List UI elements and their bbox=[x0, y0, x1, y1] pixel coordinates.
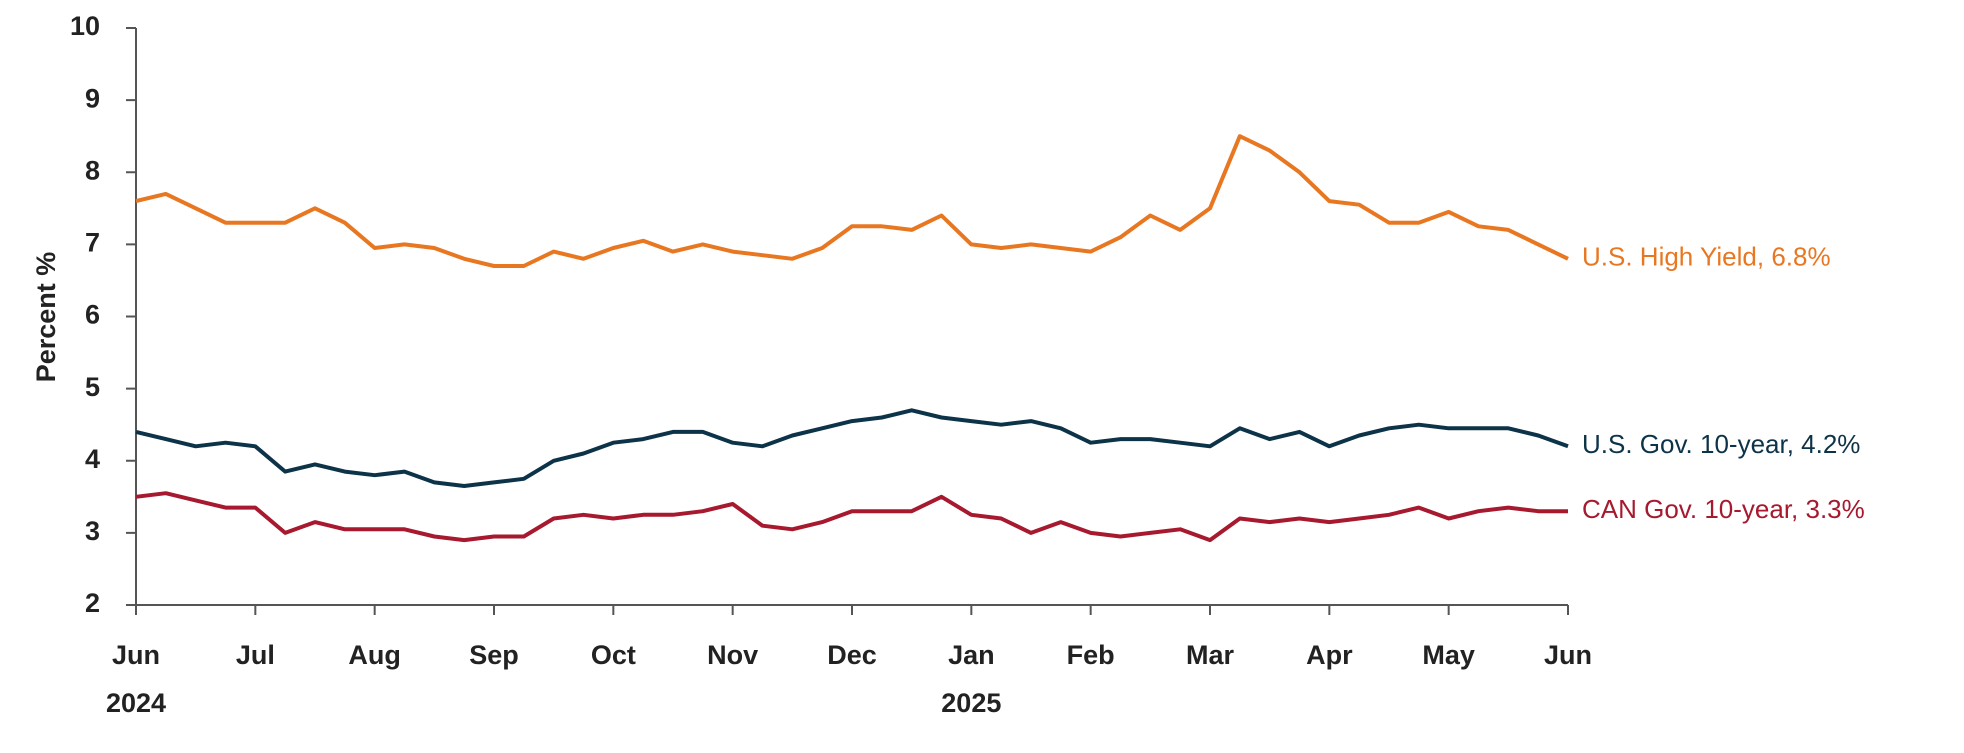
x-tick-label: Jun 2024 bbox=[106, 640, 166, 718]
y-tick-label: 7 bbox=[85, 228, 100, 258]
x-tick-label: Apr bbox=[1306, 640, 1353, 670]
x-tick-label: Jan 2025 bbox=[941, 640, 1001, 718]
x-tick-label: Oct bbox=[591, 640, 636, 670]
x-tick-label: Dec bbox=[827, 640, 877, 670]
x-tick-label: Aug bbox=[348, 640, 400, 670]
series-end-label: U.S. Gov. 10-year, 4.2% bbox=[1582, 429, 1860, 459]
y-tick-label: 8 bbox=[85, 155, 100, 185]
y-tick-label: 5 bbox=[85, 372, 100, 402]
x-tick-label: Feb bbox=[1067, 640, 1115, 670]
x-tick-label: Sep bbox=[469, 640, 519, 670]
x-tick-label: Nov bbox=[707, 640, 758, 670]
series-line bbox=[135, 491, 1568, 543]
series-end-label: CAN Gov. 10-year, 3.3% bbox=[1582, 494, 1865, 524]
y-tick-label: 10 bbox=[70, 11, 100, 41]
x-tick-label: Jul bbox=[236, 640, 275, 670]
series-line bbox=[135, 408, 1569, 488]
y-tick-label: 6 bbox=[85, 300, 100, 330]
y-tick-label: 2 bbox=[85, 588, 100, 618]
series-line bbox=[135, 134, 1569, 268]
y-tick-label: 3 bbox=[85, 516, 100, 546]
x-tick-label: Jun bbox=[1544, 640, 1592, 670]
x-tick-label: May bbox=[1422, 640, 1475, 670]
series-end-label: U.S. High Yield, 6.8% bbox=[1582, 242, 1831, 272]
y-axis-label: Percent % bbox=[31, 252, 61, 383]
y-tick-label: 4 bbox=[85, 444, 100, 474]
x-tick-label: Mar bbox=[1186, 640, 1235, 670]
y-tick-label: 9 bbox=[85, 83, 100, 113]
